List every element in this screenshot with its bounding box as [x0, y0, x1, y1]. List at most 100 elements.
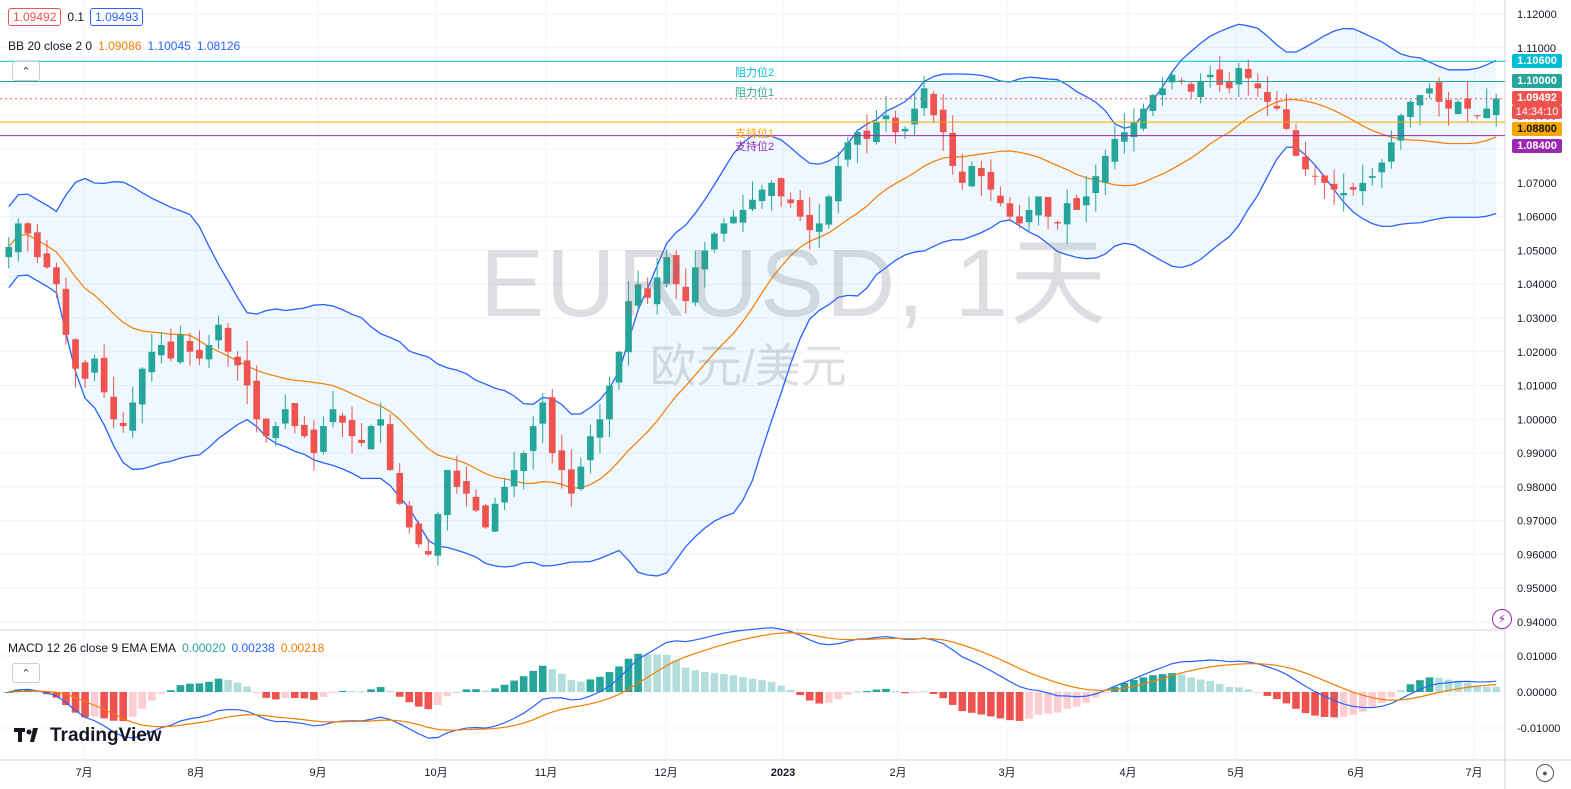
lightning-icon[interactable]: ⚡ — [1492, 609, 1512, 629]
collapse-macd-button[interactable]: ⌃ — [12, 663, 40, 683]
macd-hist-bar — [748, 678, 757, 692]
candle-body — [1330, 183, 1338, 190]
macd-hist-bar — [462, 689, 471, 692]
candle-body — [939, 109, 947, 133]
macd-hist-bar — [1006, 692, 1014, 721]
candle-body — [386, 424, 394, 470]
countdown-tag: 14:34:10 — [1512, 105, 1562, 119]
time-tick-label: 10月 — [424, 767, 447, 779]
macd-hist-bar — [157, 692, 166, 694]
macd-hist-bar — [643, 654, 652, 692]
candle-body — [1378, 162, 1386, 173]
support2-label: 支持位2 — [735, 141, 775, 153]
macd-hist-bar — [186, 683, 194, 692]
macd-hist-bar — [348, 690, 356, 692]
collapse-legend-button[interactable]: ⌃ — [12, 61, 40, 81]
candle-body — [1187, 83, 1195, 92]
macd-hist-value: 0.00020 — [182, 641, 226, 655]
candle-body — [1016, 216, 1023, 224]
bb-upper-value: 1.10045 — [147, 39, 191, 53]
candle-body — [606, 385, 613, 420]
candle-body — [777, 178, 785, 197]
price-tick-label: 1.01000 — [1517, 381, 1557, 393]
bb-label[interactable]: BB 20 close 2 0 — [8, 39, 93, 53]
macd-hist-bar — [729, 675, 738, 692]
candle-body — [1273, 105, 1281, 109]
macd-hist-bar — [834, 692, 843, 700]
macd-hist-bar — [1149, 675, 1157, 692]
candle-body — [129, 402, 137, 431]
candle-body — [711, 233, 718, 250]
macd-label[interactable]: MACD 12 26 close 9 EMA EMA — [8, 641, 177, 655]
ask-price-box[interactable]: 1.09493 — [90, 8, 144, 26]
candles — [5, 55, 1500, 566]
macd-hist-bar — [891, 691, 900, 693]
macd-hist-bar — [910, 692, 919, 693]
macd-hist-bar — [1254, 692, 1262, 693]
price-legend: 1.09492 0.1 1.09493 — [8, 8, 144, 26]
candle-body — [243, 360, 251, 386]
macd-hist-bar — [176, 685, 185, 692]
candle-body — [787, 199, 794, 204]
macd-hist-bar — [1292, 692, 1300, 709]
candle-body — [529, 426, 537, 451]
candle-body — [758, 189, 766, 202]
macd-hist-bar — [1120, 682, 1129, 692]
candle-body — [1225, 81, 1233, 89]
macd-hist-bar — [338, 690, 347, 692]
macd-hist-bar — [100, 692, 108, 719]
time-tick-label: 12月 — [654, 767, 677, 779]
candle-body — [1235, 68, 1243, 85]
candle-body — [281, 409, 289, 424]
candle-body — [301, 424, 308, 437]
symbol-watermark: EURUSD, 1天 — [480, 230, 1109, 337]
tradingview-logo[interactable]: TradingView — [14, 725, 162, 747]
macd-hist-bar — [1034, 692, 1043, 715]
settings-gear-icon[interactable]: ● — [1536, 764, 1554, 782]
macd-hist-bar — [1082, 692, 1091, 703]
macd-hist-bar — [128, 692, 137, 717]
price-tick-label: 1.05000 — [1517, 245, 1557, 257]
macd-hist-bar — [1263, 692, 1272, 696]
candle-body — [815, 223, 823, 232]
candle-body — [1216, 69, 1224, 85]
candle-body — [1082, 196, 1090, 206]
bid-price-box[interactable]: 1.09492 — [8, 8, 62, 26]
candle-body — [834, 166, 842, 202]
candle-body — [415, 523, 423, 545]
candle-body — [262, 418, 270, 437]
time-tick-label: 3月 — [998, 767, 1015, 779]
macd-hist-bar — [1101, 692, 1110, 693]
candle-body — [1130, 122, 1138, 138]
price-tick-label: 0.94000 — [1517, 617, 1557, 629]
candle-body — [358, 439, 365, 443]
macd-hist-bar — [1168, 673, 1176, 692]
candle-body — [1340, 193, 1348, 196]
candle-body — [320, 426, 327, 452]
macd-hist-bar — [958, 692, 967, 712]
macd-hist-bar — [243, 686, 251, 692]
macd-hist-bar — [491, 688, 499, 692]
macd-hist-bar — [319, 692, 328, 697]
candle-body — [806, 214, 814, 231]
macd-hist-bar — [863, 690, 871, 692]
time-tick-label: 9月 — [309, 767, 326, 779]
macd-hist-bar — [882, 688, 890, 692]
candle-body — [672, 255, 680, 285]
macd-hist-bar — [1406, 684, 1415, 692]
candle-body — [472, 496, 480, 511]
candle-body — [501, 486, 508, 503]
resistance2-price-tag: 1.10600 — [1512, 54, 1562, 68]
candle-body — [1035, 196, 1042, 216]
candle-body — [825, 196, 833, 225]
macd-pane — [4, 627, 1501, 739]
candle-body — [1292, 130, 1300, 156]
macd-hist-bar — [1177, 674, 1186, 692]
candle-body — [892, 117, 899, 133]
candle-body — [177, 334, 184, 363]
candle-body — [682, 286, 690, 302]
candle-body — [1483, 108, 1491, 119]
macd-hist-bar — [1482, 686, 1491, 692]
macd-hist-bar — [758, 680, 766, 692]
